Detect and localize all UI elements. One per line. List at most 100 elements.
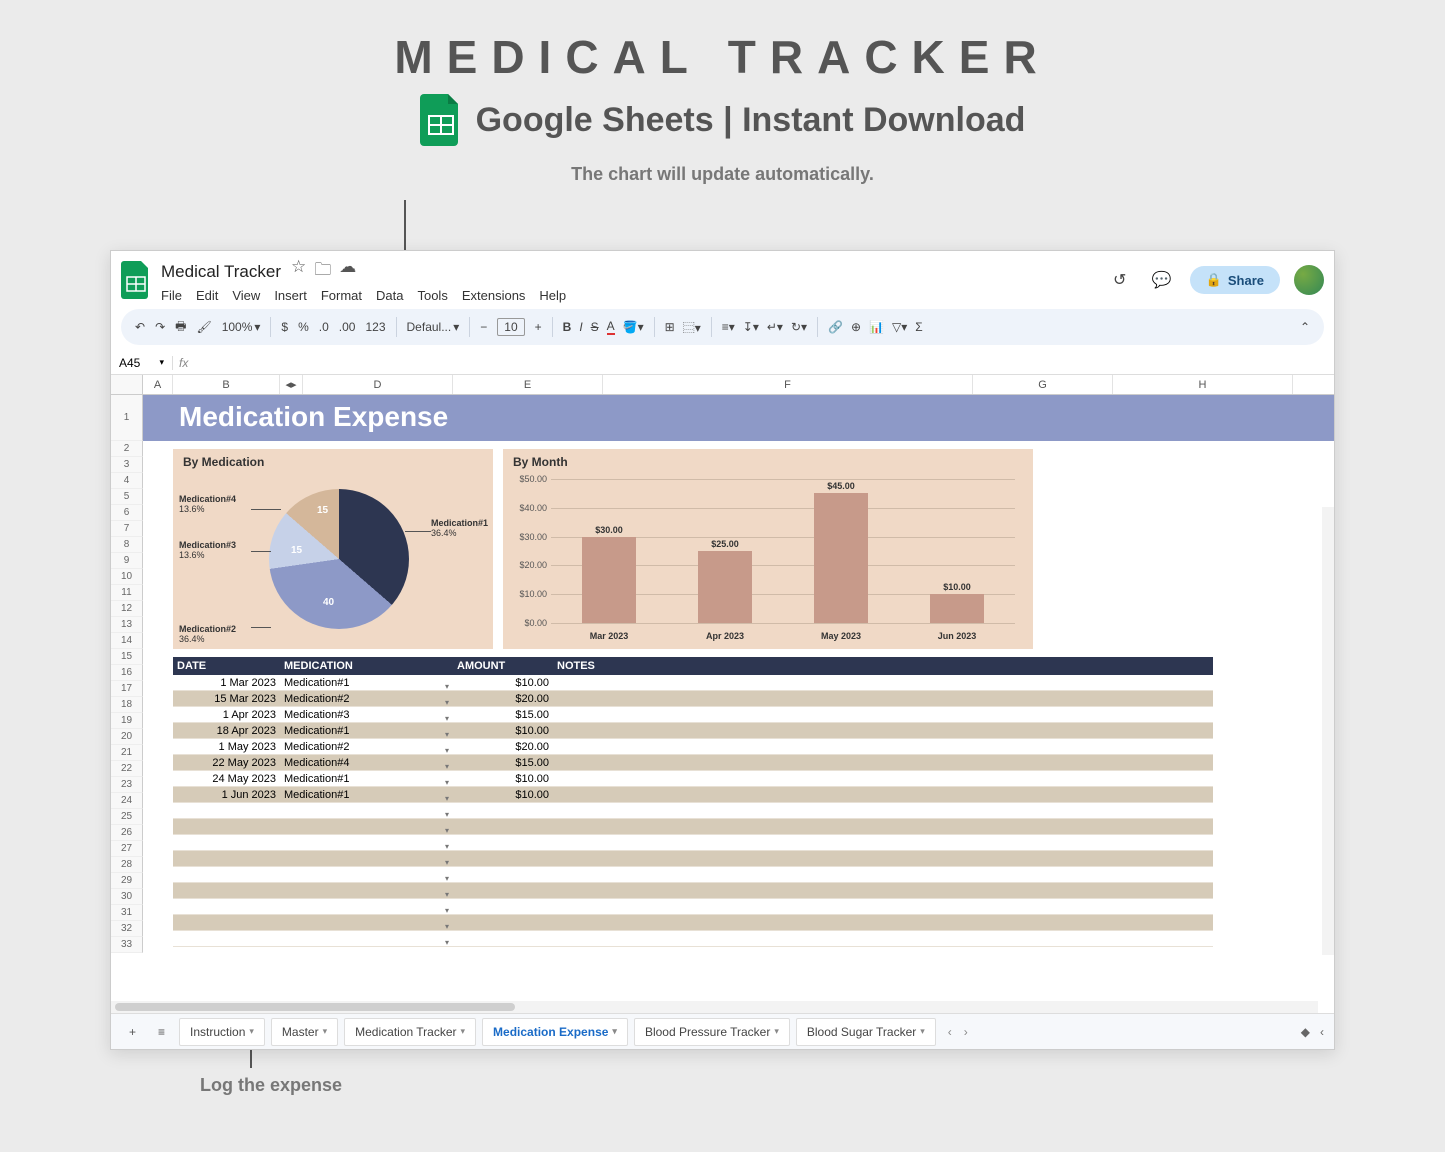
cell-amount[interactable]: $10.00 bbox=[453, 771, 553, 786]
cell-medication[interactable]: Medication#1▾ bbox=[280, 771, 453, 786]
comment-button[interactable]: ⊕ bbox=[851, 320, 861, 334]
table-row[interactable]: 18 Apr 2023Medication#1▾$10.00 bbox=[173, 723, 1213, 739]
cell-date[interactable]: 15 Mar 2023 bbox=[173, 691, 280, 706]
row-header[interactable]: 15 bbox=[111, 649, 143, 665]
table-row[interactable]: 1 Apr 2023Medication#3▾$15.00 bbox=[173, 707, 1213, 723]
tab-menu-icon[interactable]: ▾ bbox=[612, 1026, 617, 1037]
row-header[interactable]: 6 bbox=[111, 505, 143, 521]
collapse-toolbar-icon[interactable]: ⌃ bbox=[1300, 320, 1310, 334]
merge-button[interactable]: ⿳▾ bbox=[683, 319, 701, 336]
font-size-input[interactable]: 10 bbox=[497, 318, 524, 336]
row-header[interactable]: 7 bbox=[111, 521, 143, 537]
row-header[interactable]: 20 bbox=[111, 729, 143, 745]
add-sheet-button[interactable]: + bbox=[121, 1021, 144, 1043]
table-row[interactable]: 24 May 2023Medication#1▾$10.00 bbox=[173, 771, 1213, 787]
cell-date[interactable]: 1 Jun 2023 bbox=[173, 787, 280, 802]
all-sheets-button[interactable]: ≡ bbox=[150, 1021, 173, 1043]
row-header[interactable]: 17 bbox=[111, 681, 143, 697]
v-align-button[interactable]: ↧▾ bbox=[743, 320, 759, 334]
borders-button[interactable]: ⊞ bbox=[665, 320, 675, 334]
row-header[interactable]: 25 bbox=[111, 809, 143, 825]
col-header[interactable]: ◂▸ bbox=[280, 375, 303, 394]
table-row[interactable]: ▾ bbox=[173, 915, 1213, 931]
font-size-increase-button[interactable]: + bbox=[535, 320, 542, 334]
row-header[interactable]: 4 bbox=[111, 473, 143, 489]
cell-notes[interactable] bbox=[553, 835, 1073, 850]
row-header[interactable]: 13 bbox=[111, 617, 143, 633]
table-row[interactable]: 15 Mar 2023Medication#2▾$20.00 bbox=[173, 691, 1213, 707]
cell-medication[interactable]: ▾ bbox=[280, 835, 453, 850]
row-header[interactable]: 33 bbox=[111, 937, 143, 953]
cell-amount[interactable] bbox=[453, 899, 553, 914]
cell-medication[interactable]: Medication#1▾ bbox=[280, 723, 453, 738]
menu-data[interactable]: Data bbox=[376, 288, 403, 303]
cell-medication[interactable]: Medication#1▾ bbox=[280, 787, 453, 802]
cell-amount[interactable]: $10.00 bbox=[453, 675, 553, 690]
bold-button[interactable]: B bbox=[563, 320, 572, 334]
cell-notes[interactable] bbox=[553, 723, 1073, 738]
cell-medication[interactable]: Medication#4▾ bbox=[280, 755, 453, 770]
avatar[interactable] bbox=[1294, 265, 1324, 295]
row-header[interactable]: 23 bbox=[111, 777, 143, 793]
cell-medication[interactable]: Medication#3▾ bbox=[280, 707, 453, 722]
cell-notes[interactable] bbox=[553, 915, 1073, 930]
table-row[interactable]: 22 May 2023Medication#4▾$15.00 bbox=[173, 755, 1213, 771]
name-box[interactable]: A45▾ bbox=[111, 356, 173, 370]
cell-date[interactable] bbox=[173, 803, 280, 818]
text-color-button[interactable]: A bbox=[607, 319, 615, 335]
number-format-button[interactable]: 123 bbox=[365, 320, 385, 334]
decrease-decimal-button[interactable]: .0 bbox=[319, 320, 329, 334]
cell-date[interactable] bbox=[173, 915, 280, 930]
italic-button[interactable]: I bbox=[579, 320, 582, 334]
col-header[interactable]: F bbox=[603, 375, 973, 394]
row-header[interactable]: 19 bbox=[111, 713, 143, 729]
row-header[interactable]: 27 bbox=[111, 841, 143, 857]
explore-button[interactable]: ◆ bbox=[1301, 1025, 1310, 1039]
row-header[interactable]: 24 bbox=[111, 793, 143, 809]
col-header[interactable]: A bbox=[143, 375, 173, 394]
menu-file[interactable]: File bbox=[161, 288, 182, 303]
cell-date[interactable] bbox=[173, 835, 280, 850]
cell-date[interactable] bbox=[173, 931, 280, 946]
row-header[interactable]: 12 bbox=[111, 601, 143, 617]
cell-amount[interactable] bbox=[453, 851, 553, 866]
cell-notes[interactable] bbox=[553, 851, 1073, 866]
cell-date[interactable] bbox=[173, 883, 280, 898]
row-header[interactable]: 11 bbox=[111, 585, 143, 601]
row-header[interactable]: 32 bbox=[111, 921, 143, 937]
sheet-tab[interactable]: Medication Expense ▾ bbox=[482, 1018, 628, 1046]
cell-date[interactable] bbox=[173, 819, 280, 834]
cell-notes[interactable] bbox=[553, 739, 1073, 754]
cell-amount[interactable] bbox=[453, 803, 553, 818]
menu-extensions[interactable]: Extensions bbox=[462, 288, 526, 303]
cell-amount[interactable]: $20.00 bbox=[453, 691, 553, 706]
cell-amount[interactable]: $15.00 bbox=[453, 755, 553, 770]
wrap-button[interactable]: ↵▾ bbox=[767, 320, 783, 334]
cell-medication[interactable]: ▾ bbox=[280, 915, 453, 930]
row-header[interactable]: 29 bbox=[111, 873, 143, 889]
row-header[interactable]: 14 bbox=[111, 633, 143, 649]
tab-menu-icon[interactable]: ▾ bbox=[249, 1026, 254, 1037]
row-header[interactable]: 16 bbox=[111, 665, 143, 681]
row-header[interactable]: 1 bbox=[111, 395, 143, 441]
cell-date[interactable]: 18 Apr 2023 bbox=[173, 723, 280, 738]
move-folder-icon[interactable]: 🗀 bbox=[314, 257, 331, 286]
cell-medication[interactable]: Medication#2▾ bbox=[280, 739, 453, 754]
table-row[interactable]: ▾ bbox=[173, 867, 1213, 883]
cell-notes[interactable] bbox=[553, 819, 1073, 834]
menu-tools[interactable]: Tools bbox=[417, 288, 447, 303]
cell-amount[interactable] bbox=[453, 883, 553, 898]
cell-medication[interactable]: ▾ bbox=[280, 931, 453, 946]
menu-help[interactable]: Help bbox=[539, 288, 566, 303]
cell-notes[interactable] bbox=[553, 803, 1073, 818]
zoom-select[interactable]: 100% ▾ bbox=[222, 320, 261, 334]
font-size-decrease-button[interactable]: − bbox=[480, 320, 487, 334]
cell-date[interactable]: 1 May 2023 bbox=[173, 739, 280, 754]
sheets-doc-icon[interactable] bbox=[121, 261, 151, 299]
cell-notes[interactable] bbox=[553, 899, 1073, 914]
cell-medication[interactable]: ▾ bbox=[280, 899, 453, 914]
sheet-tab[interactable]: Blood Pressure Tracker ▾ bbox=[634, 1018, 790, 1046]
cell-amount[interactable] bbox=[453, 931, 553, 946]
increase-decimal-button[interactable]: .00 bbox=[339, 320, 356, 334]
col-header[interactable]: E bbox=[453, 375, 603, 394]
